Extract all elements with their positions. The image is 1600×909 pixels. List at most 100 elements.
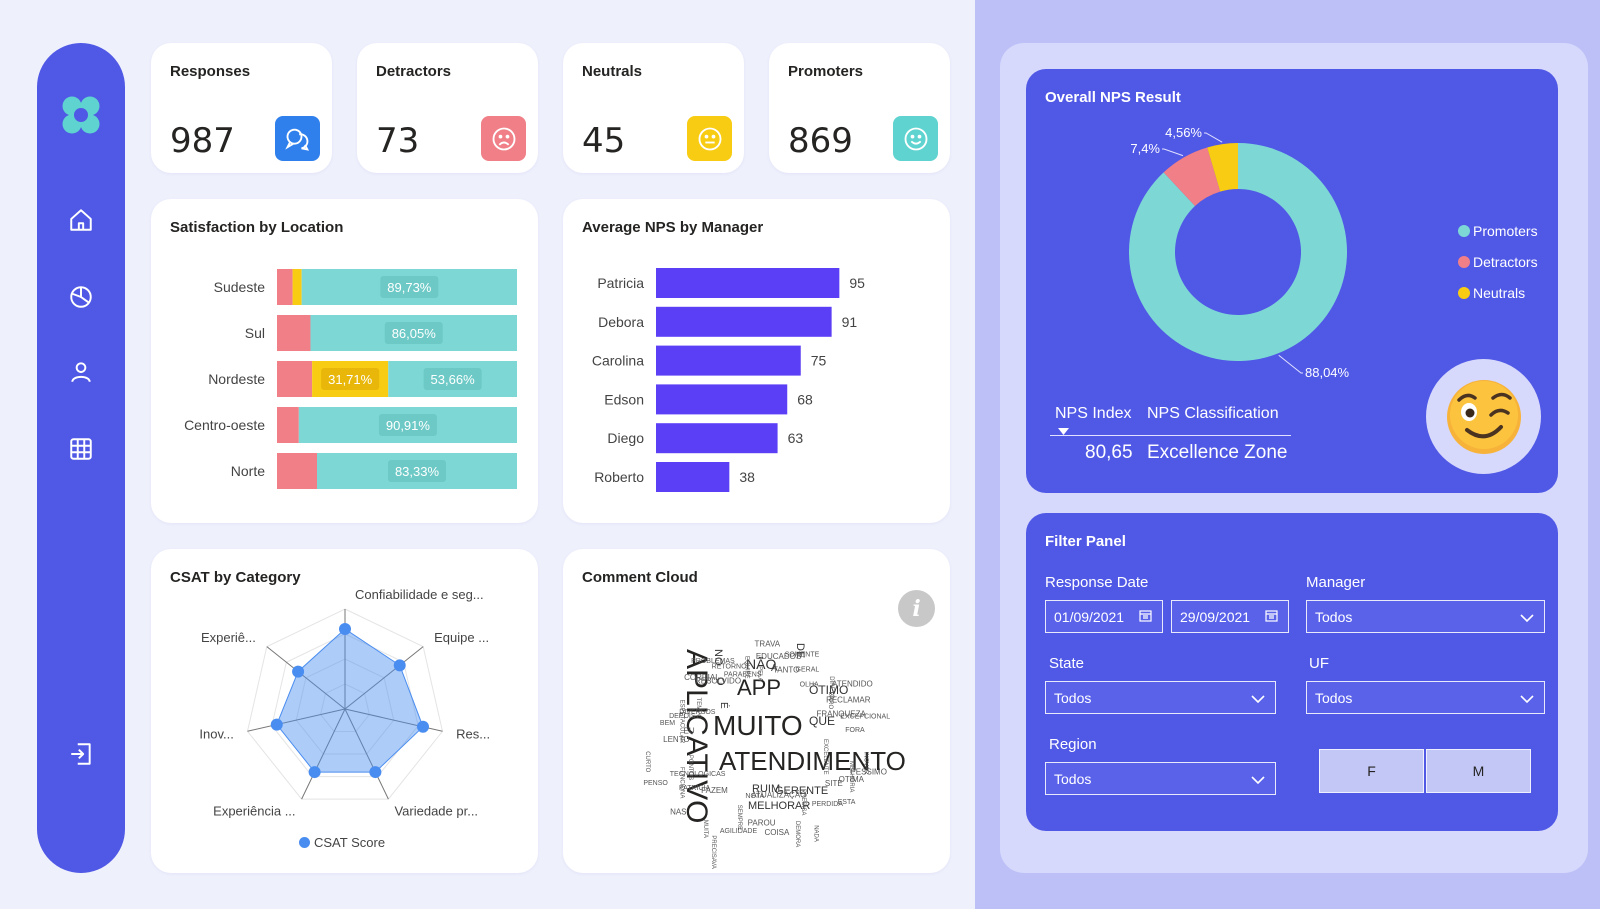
gender-m-button[interactable]: M xyxy=(1426,749,1531,793)
satisfaction-chart: Sudeste 89,73% Sul 86,05% Nordeste 31,71% 53,6… xyxy=(184,269,517,489)
chevron-down-icon xyxy=(1520,610,1534,626)
state-dropdown[interactable]: Todos xyxy=(1045,681,1276,714)
cloud-word: MELHORIA xyxy=(848,761,854,792)
value-label: 75 xyxy=(811,353,827,369)
bar xyxy=(656,462,730,492)
data-label: 31,71% xyxy=(328,372,373,387)
radar-axis xyxy=(266,646,346,710)
gender-f-button[interactable]: F xyxy=(1319,749,1424,793)
bar-segment xyxy=(277,361,313,397)
cloud-word: PATRICIA xyxy=(679,785,711,792)
date-start-input[interactable]: 01/09/2021 xyxy=(1045,600,1163,633)
calendar-icon[interactable] xyxy=(1265,609,1278,625)
state-label: State xyxy=(1049,655,1085,672)
cloud-word: INOVAR xyxy=(863,752,869,775)
bar-segment xyxy=(277,407,299,443)
category-label: Roberto xyxy=(594,469,644,485)
calendar-icon[interactable] xyxy=(1139,609,1152,625)
pie-chart-icon[interactable] xyxy=(37,284,125,310)
radar-axis xyxy=(344,646,424,710)
bar xyxy=(656,423,778,454)
overall-nps-card: Overall NPS Result 88,04% 7,4% 4,56% Promo… xyxy=(1026,69,1558,493)
legend-item-promoters[interactable]: Promoters xyxy=(1458,215,1538,246)
legend-label: Promoters xyxy=(1473,222,1538,239)
sort-arrow-icon xyxy=(1058,422,1069,440)
cloud-word: DE xyxy=(794,643,806,658)
cloud-word: EXCELENTE xyxy=(822,739,828,775)
kpi-title: Detractors xyxy=(376,63,452,80)
nps-classification-header[interactable]: NPS Classification xyxy=(1147,405,1279,422)
radar-category-label: Inov... xyxy=(199,726,233,741)
cloud-word: GERENTE xyxy=(775,785,828,797)
uf-value: Todos xyxy=(1315,689,1353,706)
cloud-word: FUNCIONA xyxy=(679,767,685,798)
neutral-face-icon xyxy=(687,116,732,161)
value-label: 63 xyxy=(788,430,804,446)
chevron-down-icon xyxy=(1520,691,1534,707)
legend-label: Neutrals xyxy=(1473,284,1526,301)
cloud-word: NO xyxy=(712,649,724,666)
word-cloud: APLICATIVO MUITO ATENDIMENTO APP NÃO QUE ÓTIMO… xyxy=(643,640,905,869)
legend-item-detractors[interactable]: Detractors xyxy=(1458,246,1538,277)
value-label: 68 xyxy=(797,391,813,407)
cloud-word: SITE xyxy=(825,779,843,788)
sad-face-icon xyxy=(481,116,526,161)
kpi-card-neutrals: Neutrals 45 xyxy=(563,43,744,173)
radar-point xyxy=(393,659,406,672)
value-label: 95 xyxy=(849,275,865,291)
cloud-word: PELA xyxy=(756,666,762,681)
table-icon[interactable] xyxy=(37,436,125,462)
kpi-title: Neutrals xyxy=(582,63,643,80)
date-end-input[interactable]: 29/09/2021 xyxy=(1171,600,1289,633)
radar-point xyxy=(339,623,351,635)
value-label: 91 xyxy=(842,314,858,330)
radar-area xyxy=(276,628,424,773)
cloud-word: NAS xyxy=(670,807,686,816)
user-icon[interactable] xyxy=(37,359,125,385)
donut-leader-line xyxy=(1278,354,1303,374)
category-label: Patricia xyxy=(597,275,644,291)
category-label: Norte xyxy=(231,463,265,479)
donut-slice xyxy=(1207,143,1238,192)
cloud-word: RESOLVIDO xyxy=(695,676,741,685)
donut-slice xyxy=(1163,147,1221,206)
nps-index-value: 80,65 xyxy=(1085,442,1133,463)
radar-axis xyxy=(344,708,389,800)
happy-face-icon xyxy=(893,116,938,161)
legend-item-neutrals[interactable]: Neutrals xyxy=(1458,277,1538,308)
radar-grid-ring xyxy=(295,658,395,755)
data-label: 83,33% xyxy=(395,464,440,479)
radar-legend: CSAT Score xyxy=(299,835,385,850)
cloud-word: A xyxy=(771,663,778,674)
bar-segment xyxy=(277,453,318,489)
cloud-word: APLICATIVO xyxy=(680,649,713,824)
region-dropdown[interactable]: Todos xyxy=(1045,762,1276,795)
cloud-word: CORDIAL xyxy=(684,673,720,682)
data-label: 90,91% xyxy=(386,418,431,433)
radar-category-label: Confiabilidade e seg... xyxy=(355,587,484,602)
radar-point xyxy=(308,766,321,779)
cloud-word: PERDIDA xyxy=(812,801,843,808)
info-icon[interactable]: i xyxy=(898,590,935,627)
right-panel: Overall NPS Result 88,04% 7,4% 4,56% Promo… xyxy=(1000,43,1588,873)
comment-cloud-card: Comment Cloud i APLICATIVO MUITO ATENDIMEN… xyxy=(563,549,950,873)
cloud-word: PRECISAVA xyxy=(710,835,716,868)
nps-index-header[interactable]: NPS Index xyxy=(1055,405,1132,422)
manager-dropdown[interactable]: Todos xyxy=(1306,600,1545,633)
logout-icon[interactable] xyxy=(37,741,125,767)
bar-segment xyxy=(277,269,293,305)
chart-title: Satisfaction by Location xyxy=(170,219,344,236)
data-label-bg xyxy=(384,322,443,344)
cloud-word: APP xyxy=(737,675,781,700)
radar-axis xyxy=(301,708,346,800)
kpi-title: Responses xyxy=(170,63,251,80)
radar-category-label: Equipe ... xyxy=(434,630,489,645)
uf-dropdown[interactable]: Todos xyxy=(1306,681,1545,714)
cloud-word: MUITO xyxy=(713,710,803,741)
cloud-word: PROBLEMAS xyxy=(691,658,735,665)
legend-dot xyxy=(299,837,310,848)
home-icon[interactable] xyxy=(37,207,125,233)
cloud-word: DEMORA xyxy=(794,821,800,847)
cloud-word: RECLAMAR xyxy=(826,696,871,705)
csat-radar-chart: Confiabilidade e seg... Equipe ... Res... V… xyxy=(199,587,490,819)
